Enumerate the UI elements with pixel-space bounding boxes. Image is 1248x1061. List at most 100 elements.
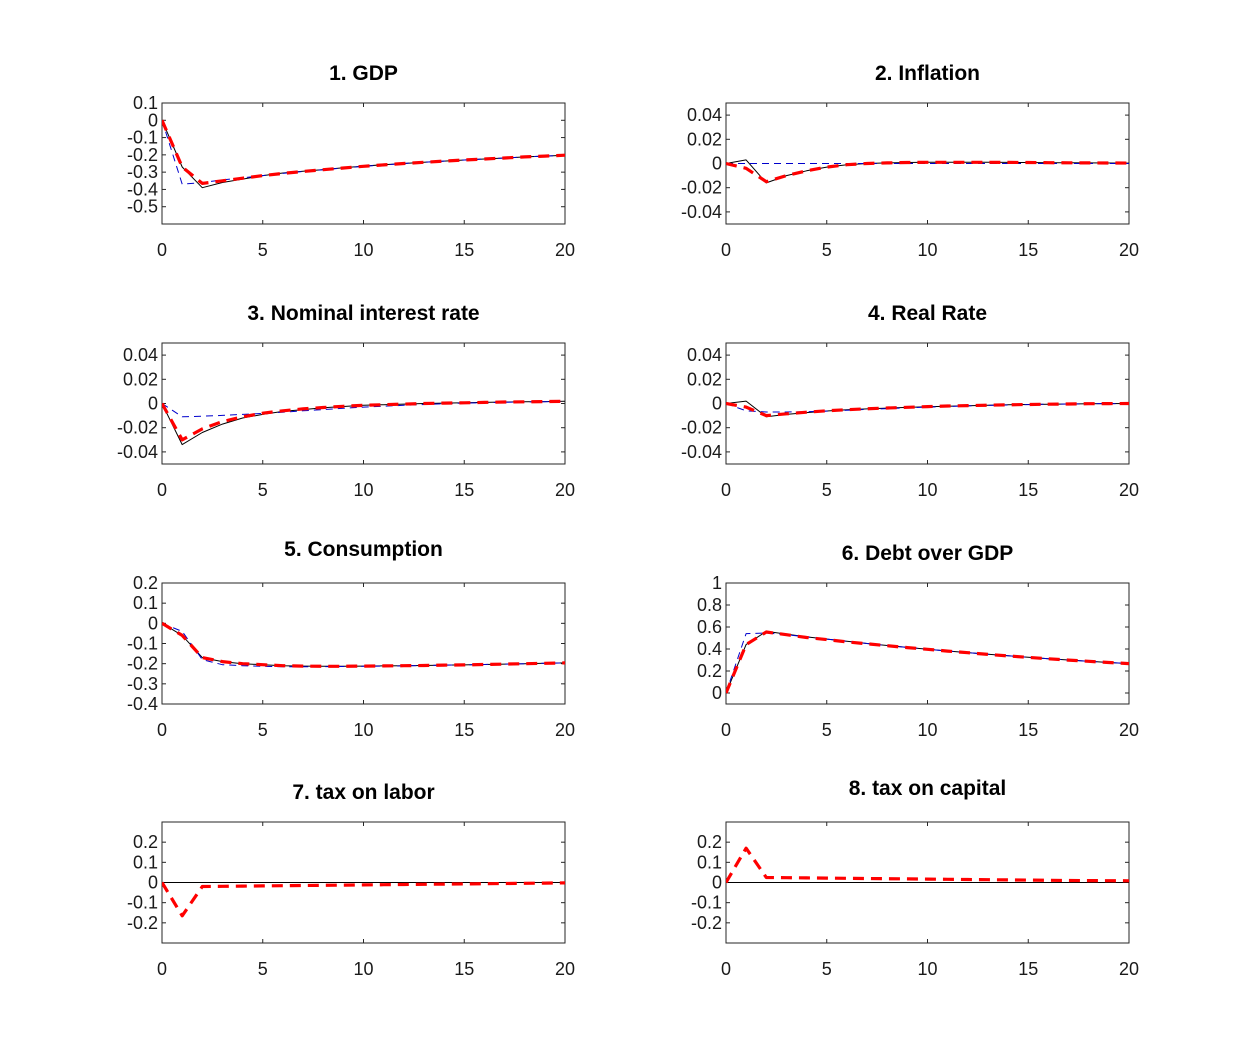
x-tick-label: 5 [822,720,832,740]
series-line-3 [726,160,1129,184]
y-tick-label: -0.1 [127,893,158,913]
y-tick-label: -0.5 [127,197,158,217]
x-tick-label: 5 [258,480,268,500]
subplot-title: 1. GDP [329,62,398,85]
y-tick-label: 0.04 [687,105,722,125]
y-tick-label: -0.4 [127,694,158,714]
subplot-title: 7. tax on labor [292,781,434,804]
x-tick-label: 5 [822,240,832,260]
x-tick-label: 20 [1119,240,1139,260]
x-tick-label: 15 [1018,720,1038,740]
y-tick-label: 0 [148,394,158,414]
x-tick-label: 15 [1018,480,1038,500]
y-tick-label: 0.2 [133,832,158,852]
x-tick-label: 15 [454,959,474,979]
series-line-3 [726,630,1129,694]
x-tick-label: 15 [1018,240,1038,260]
y-tick-label: -0.04 [681,202,722,222]
x-tick-label: 10 [917,720,937,740]
x-tick-label: 0 [157,720,167,740]
x-tick-label: 0 [721,959,731,979]
y-tick-label: 0.04 [123,345,158,365]
x-tick-label: 20 [1119,720,1139,740]
x-tick-label: 20 [555,720,575,740]
x-tick-label: 10 [353,959,373,979]
subplot-title: 5. Consumption [284,538,443,561]
plot-area [725,342,1130,465]
y-tick-label: -0.3 [127,162,158,182]
y-tick-label: -0.4 [127,179,158,199]
y-tick-label: 0.1 [697,852,722,872]
x-tick-label: 10 [917,480,937,500]
y-tick-label: -0.02 [681,418,722,438]
x-tick-label: 5 [822,480,832,500]
y-tick-label: 0 [148,110,158,130]
series-line-3 [726,401,1129,418]
x-tick-label: 5 [822,959,832,979]
y-tick-label: 0.2 [133,573,158,593]
subplot-3: 3. Nominal interest rate 0 5 10 15 20 0.04 0.02… [117,302,575,500]
x-tick-label: 0 [721,240,731,260]
y-tick-label: 0.1 [133,593,158,613]
subplot-title: 6. Debt over GDP [842,542,1014,565]
y-tick-label: 0.8 [697,595,722,615]
x-tick-label: 20 [1119,959,1139,979]
x-tick-label: 0 [157,240,167,260]
x-tick-label: 10 [353,480,373,500]
x-tick-label: 0 [157,959,167,979]
subplot-2: 2. Inflation 0 5 10 15 20 0.04 0.02 0 -0.02 -0.04 [681,62,1139,260]
x-tick-label: 5 [258,959,268,979]
y-tick-label: -0.1 [127,634,158,654]
series-line-2 [726,403,1129,413]
y-tick-label: -0.2 [127,654,158,674]
y-tick-label: 0 [148,873,158,893]
y-tick-label: 1 [712,573,722,593]
x-tick-label: 10 [353,240,373,260]
y-tick-label: 0.04 [687,345,722,365]
y-tick-label: 0.02 [687,129,722,149]
y-tick-label: 0.1 [133,93,158,113]
series-line-2 [162,120,565,185]
subplot-title: 8. tax on capital [849,777,1007,800]
x-tick-label: 5 [258,240,268,260]
y-tick-label: 0 [712,394,722,414]
x-tick-label: 10 [917,959,937,979]
subplot-title: 3. Nominal interest rate [247,302,479,325]
y-tick-label: 0 [712,154,722,174]
series-line-3 [162,621,565,668]
subplot-title: 2. Inflation [875,62,980,85]
plot-area [725,582,1130,705]
subplot-title: 4. Real Rate [868,302,987,325]
x-tick-label: 0 [721,720,731,740]
subplot-4: 4. Real Rate 0 5 10 15 20 0.04 0.02 0 -0.02 -0.04 [681,302,1139,500]
y-tick-label: -0.1 [691,893,722,913]
x-tick-label: 15 [454,480,474,500]
y-tick-label: 0.6 [697,617,722,637]
y-tick-label: -0.04 [681,442,722,462]
x-tick-label: 20 [555,480,575,500]
plot-area [161,102,566,225]
y-tick-label: 0 [148,613,158,633]
y-tick-label: -0.2 [691,913,722,933]
y-tick-label: 0.2 [697,661,722,681]
x-tick-label: 0 [157,480,167,500]
x-tick-label: 10 [917,240,937,260]
x-tick-label: 20 [555,959,575,979]
series-line-2 [726,846,1129,884]
y-tick-label: 0.02 [687,369,722,389]
y-tick-label: -0.2 [127,913,158,933]
x-tick-label: 20 [555,240,575,260]
series-line-2 [162,881,565,918]
y-tick-label: -0.1 [127,128,158,148]
x-tick-label: 0 [721,480,731,500]
series-line-3 [162,399,565,442]
x-tick-label: 15 [454,240,474,260]
x-tick-label: 5 [258,720,268,740]
y-tick-label: -0.2 [127,145,158,165]
